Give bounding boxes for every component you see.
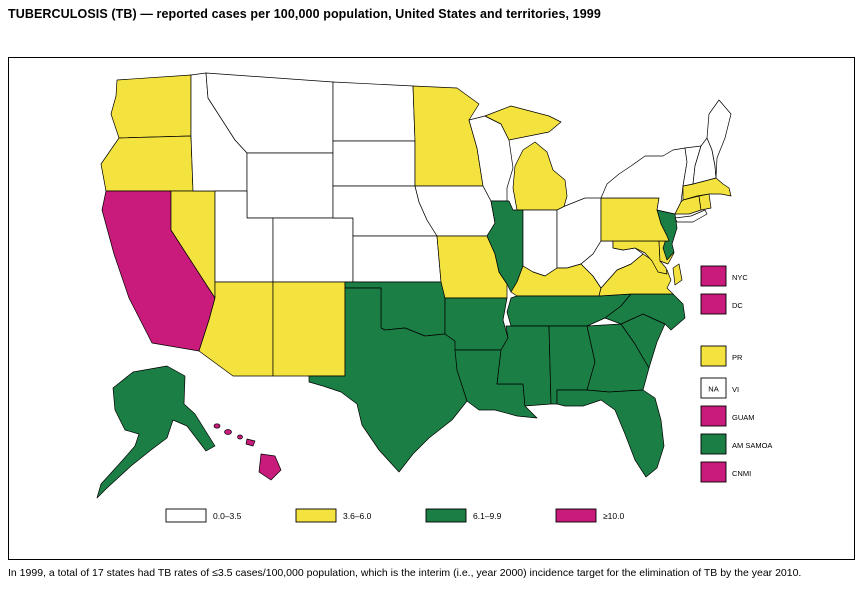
territory-label-guam: GUAM: [732, 413, 755, 422]
territory-box-nyc: [700, 265, 727, 287]
state-south-dakota: [332, 140, 416, 187]
territory-box-guam: [700, 405, 727, 427]
legend-label-1: 0.0–3.5: [213, 511, 242, 521]
state-virginia-eastern-shore: [672, 263, 683, 286]
state-kansas: [352, 235, 442, 283]
state-new-mexico: [272, 281, 346, 377]
territory-row-pr: PR: [700, 345, 743, 367]
state-north-dakota: [332, 81, 416, 142]
territory-row-nyc: NYC: [700, 265, 748, 287]
territory-label-cnmi: CNMI: [732, 469, 751, 478]
footnote: In 1999, a total of 17 states had TB rat…: [8, 567, 802, 579]
state-indiana: [522, 209, 558, 277]
state-washington: [110, 74, 192, 139]
territory-label-am-samoa: AM SAMOA: [732, 441, 772, 450]
state-minnesota: [412, 85, 484, 187]
territory-label-vi: VI: [732, 385, 739, 394]
state-colorado: [272, 217, 354, 283]
territory-box-pr: [700, 345, 727, 367]
state-new-york-long-island: [674, 209, 708, 223]
legend-label-2: 3.6–6.0: [343, 511, 372, 521]
state-michigan: [512, 141, 568, 211]
territory-label-nyc: NYC: [732, 273, 748, 282]
territory-row-guam: GUAM: [700, 405, 755, 427]
territory-box-am-samoa: [700, 433, 727, 455]
state-michigan-upper-peninsula: [484, 105, 562, 141]
territory-row-cnmi: CNMI: [700, 461, 751, 483]
territory-box-cnmi: [700, 461, 727, 483]
states-layer: [96, 72, 732, 499]
legend: 0.0–3.5 3.6–6.0 6.1–9.9 ≥10.0: [165, 508, 624, 523]
state-tennessee: [506, 293, 632, 327]
legend-swatch-2: [295, 508, 337, 523]
territory-box-vi: [700, 377, 727, 399]
territories-panel: NYC DC PR NA VI GUAM AM SAMOA: [700, 265, 772, 483]
state-hawaii-molokai: [237, 434, 243, 440]
map-panel: NYC DC PR NA VI GUAM AM SAMOA: [8, 57, 855, 560]
state-texas: [308, 287, 468, 473]
state-alaska: [96, 365, 216, 499]
territory-row-vi: NA VI: [700, 377, 739, 399]
state-north-carolina: [604, 293, 686, 331]
territory-row-am-samoa: AM SAMOA: [700, 433, 772, 455]
state-hawaii-oahu: [224, 429, 232, 435]
state-rhode-island: [698, 193, 712, 211]
state-florida: [556, 389, 665, 478]
state-hawaii-kauai: [213, 423, 221, 429]
state-oregon: [100, 135, 194, 192]
legend-label-3: 6.1–9.9: [473, 511, 502, 521]
territory-box-na-text: NA: [708, 385, 718, 394]
legend-label-4: ≥10.0: [603, 511, 624, 521]
territory-label-pr: PR: [732, 353, 743, 362]
us-map: NYC DC PR NA VI GUAM AM SAMOA: [96, 72, 772, 523]
territory-row-dc: DC: [700, 293, 743, 315]
territory-box-dc: [700, 293, 727, 315]
legend-item-4: ≥10.0: [555, 508, 624, 523]
state-hawaii-big-island: [258, 453, 282, 481]
legend-item-1: 0.0–3.5: [165, 508, 242, 523]
legend-item-3: 6.1–9.9: [425, 508, 502, 523]
state-wyoming: [246, 152, 334, 219]
figure-title: TUBERCULOSIS (TB) — reported cases per 1…: [8, 7, 601, 21]
legend-item-2: 3.6–6.0: [295, 508, 372, 523]
state-maine: [706, 99, 732, 179]
legend-swatch-1: [165, 508, 207, 523]
state-hawaii-maui: [245, 438, 256, 447]
territory-label-dc: DC: [732, 301, 743, 310]
legend-swatch-4: [555, 508, 597, 523]
legend-swatch-3: [425, 508, 467, 523]
